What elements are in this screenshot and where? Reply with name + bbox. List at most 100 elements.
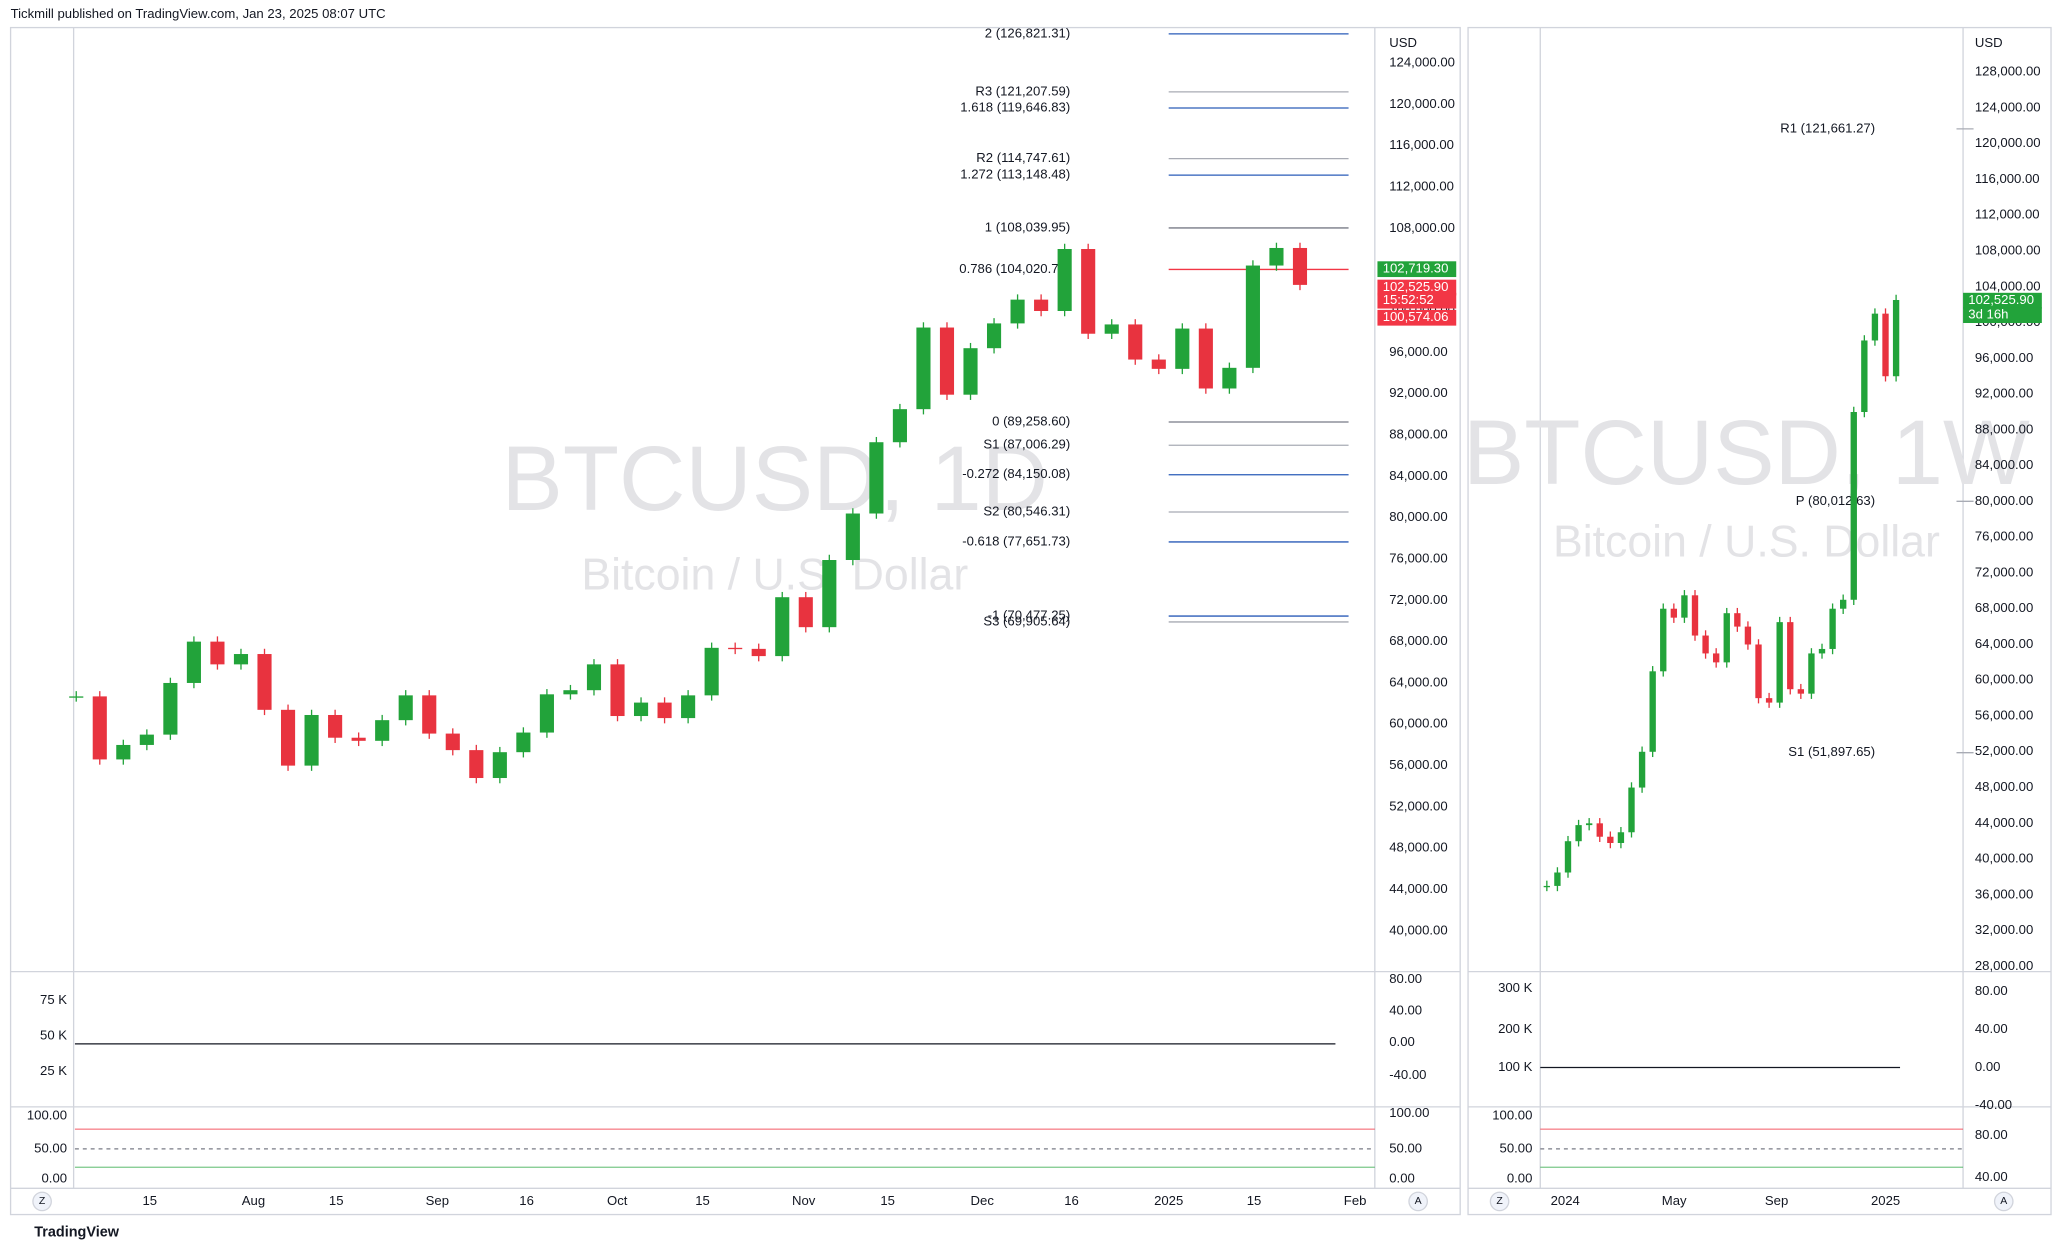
- time-label: Feb: [1344, 1193, 1367, 1208]
- price-tick-label: 124,000.00: [1975, 99, 2041, 114]
- candle: [1617, 832, 1625, 843]
- candle: [1649, 671, 1656, 752]
- candle: [563, 690, 578, 695]
- rsi-tick: -40.00: [1389, 1067, 1426, 1082]
- price-tick-label: 64,000.00: [1975, 636, 2033, 651]
- price-tick-label: 44,000.00: [1389, 881, 1447, 896]
- candle: [1222, 367, 1237, 389]
- axis-button[interactable]: [32, 1191, 52, 1212]
- candle: [1765, 698, 1773, 703]
- axis-button[interactable]: [1489, 1191, 1510, 1212]
- candle: [233, 654, 249, 665]
- time-label: 15: [329, 1193, 344, 1208]
- price-tick-label: 32,000.00: [1975, 922, 2033, 937]
- price-tick-label: 116,000.00: [1975, 171, 2040, 186]
- level-label: 0.786 (104,020.75): [959, 261, 1070, 276]
- price-tick-label: 120,000.00: [1389, 96, 1455, 111]
- candle: [1787, 622, 1794, 690]
- price-tick-label: 44,000.00: [1975, 815, 2033, 830]
- time-label: 15: [1247, 1193, 1262, 1208]
- price-tick-label: 40,000.00: [1975, 851, 2033, 866]
- candle: [1691, 595, 1699, 636]
- price-tick-label: 128,000.00: [1975, 64, 2041, 79]
- axis-button[interactable]: [1993, 1191, 2014, 1212]
- price-tag-text: 3d 16h: [1968, 307, 2008, 322]
- rsi-tick: 80.00: [1975, 983, 2008, 998]
- volume-tick: 200 K: [1498, 1021, 1533, 1036]
- candle: [116, 744, 131, 760]
- stoch-tick: 0.00: [42, 1171, 68, 1186]
- rsi-tick: 80.00: [1389, 971, 1422, 986]
- time-label: 2025: [1871, 1193, 1900, 1208]
- candle: [939, 327, 955, 395]
- candle: [1871, 313, 1879, 341]
- price-tick-label: 68,000.00: [1975, 600, 2033, 615]
- candle: [186, 641, 201, 683]
- level-label: R1 (121,661.27): [1780, 120, 1875, 135]
- stoch-tick: 0.00: [1507, 1171, 1533, 1186]
- candle: [633, 702, 649, 717]
- candle: [1151, 359, 1166, 369]
- price-tick-label: 108,000.00: [1389, 220, 1455, 235]
- level-label: -1 (70,477.25): [988, 608, 1070, 623]
- candle: [1543, 885, 1551, 888]
- axis-button-text[interactable]: A: [2000, 1195, 2007, 1207]
- price-tag-text: 15:52:52: [1383, 292, 1434, 307]
- time-label: 2025: [1154, 1193, 1183, 1208]
- candle: [469, 750, 484, 779]
- candle: [92, 696, 107, 760]
- price-tag: [1377, 261, 1457, 278]
- price-tag: [1963, 292, 2042, 309]
- price-tick-label: 84,000.00: [1975, 457, 2033, 472]
- watermark-name: Bitcoin / U.S. Dollar: [581, 551, 968, 600]
- price-tick-label: 120,000.00: [1975, 135, 2041, 150]
- time-label: Dec: [971, 1193, 995, 1208]
- axis-button[interactable]: [1408, 1191, 1429, 1212]
- candle: [586, 664, 602, 691]
- candle: [751, 648, 766, 657]
- candle: [1175, 328, 1190, 369]
- candle: [1892, 299, 1900, 377]
- stoch-tick: 50.00: [34, 1140, 67, 1155]
- axis-button-text[interactable]: Z: [39, 1195, 46, 1207]
- axis-button-text[interactable]: Z: [1496, 1195, 1503, 1207]
- volume-tick: 50 K: [40, 1027, 67, 1042]
- axis-button-text[interactable]: A: [1415, 1195, 1422, 1207]
- candle: [1057, 249, 1072, 311]
- candle: [1702, 635, 1709, 654]
- candle: [822, 560, 837, 628]
- level-label: S2 (80,546.31): [983, 503, 1070, 518]
- candle: [1681, 595, 1688, 618]
- price-tick-label: 124,000.00: [1389, 54, 1455, 69]
- candle: [1744, 626, 1752, 645]
- candle: [210, 641, 225, 665]
- rsi-tick: 0.00: [1975, 1059, 2001, 1074]
- candle: [398, 695, 413, 721]
- time-label: Nov: [792, 1193, 816, 1208]
- level-label: P (80,012.63): [1796, 493, 1875, 508]
- time-label: Oct: [607, 1193, 628, 1208]
- candle: [610, 664, 625, 717]
- level-label: 0 (89,258.60): [992, 413, 1070, 428]
- rsi-tick: 40.00: [1975, 1021, 2008, 1036]
- candle: [375, 720, 390, 741]
- candle: [869, 442, 884, 514]
- stoch-tick: 0.00: [1389, 1171, 1415, 1186]
- price-tick-label: 48,000.00: [1975, 779, 2033, 794]
- time-label: 15: [142, 1193, 157, 1208]
- price-tick-label: 92,000.00: [1975, 386, 2033, 401]
- price-tick-label: 112,000.00: [1975, 207, 2040, 222]
- volume-tick: 75 K: [40, 992, 67, 1007]
- watermark-name: Bitcoin / U.S. Dollar: [1553, 518, 1940, 567]
- price-tick-label: 84,000.00: [1389, 468, 1447, 483]
- candle: [328, 714, 343, 738]
- candle: [1010, 299, 1025, 324]
- time-label: 15: [695, 1193, 710, 1208]
- price-tick-label: 80,000.00: [1389, 509, 1447, 524]
- price-tick-label: 96,000.00: [1389, 344, 1447, 359]
- header-text: Tickmill published on TradingView.com, J…: [11, 6, 386, 21]
- price-tag-text: 102,525.90: [1968, 292, 2034, 307]
